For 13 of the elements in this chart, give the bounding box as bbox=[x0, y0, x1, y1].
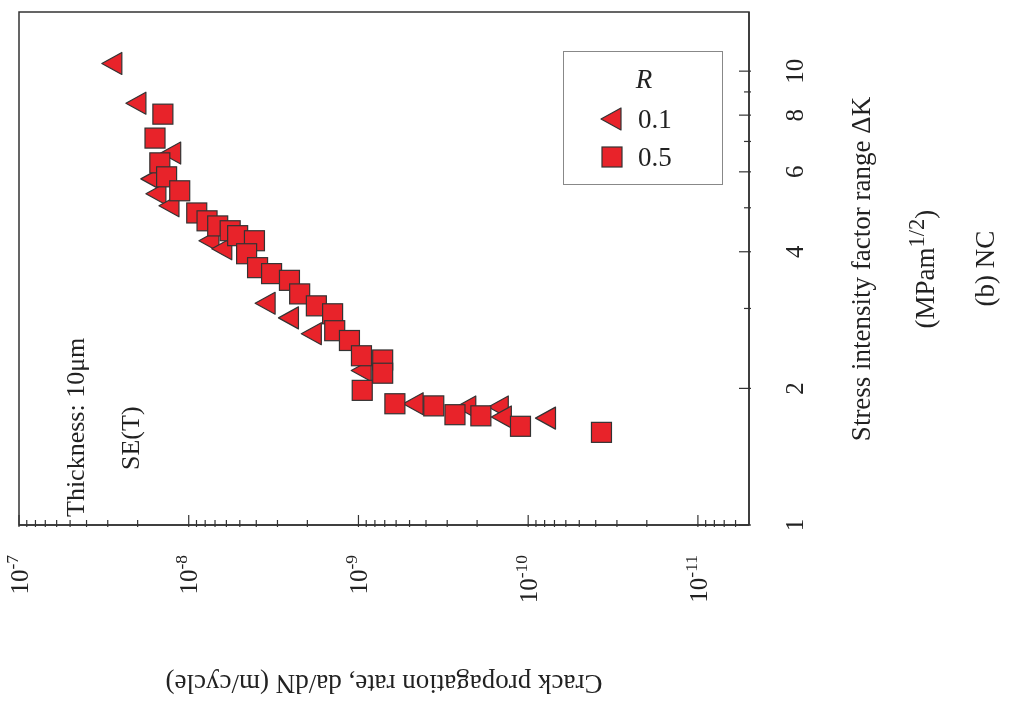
y-tick-label: 8 bbox=[780, 108, 808, 122]
y-tick-label: 6 bbox=[780, 165, 808, 179]
legend-label: 0.5 bbox=[638, 142, 672, 172]
y-tick-label: 2 bbox=[780, 382, 808, 395]
x-axis-title: Crack propagation rate, da/dN (m/cycle) bbox=[165, 669, 603, 699]
legend-label: 0.1 bbox=[638, 104, 672, 134]
text: (b) NC bbox=[970, 230, 1000, 307]
annotation: SE(T) bbox=[116, 406, 145, 470]
y-tick-label: 4 bbox=[780, 245, 808, 259]
y-tick-label: 10 bbox=[780, 58, 808, 84]
y-tick-label: 1 bbox=[780, 518, 808, 532]
annotation: Thickness: 10μm bbox=[61, 337, 90, 517]
legend-title: R bbox=[634, 64, 654, 94]
